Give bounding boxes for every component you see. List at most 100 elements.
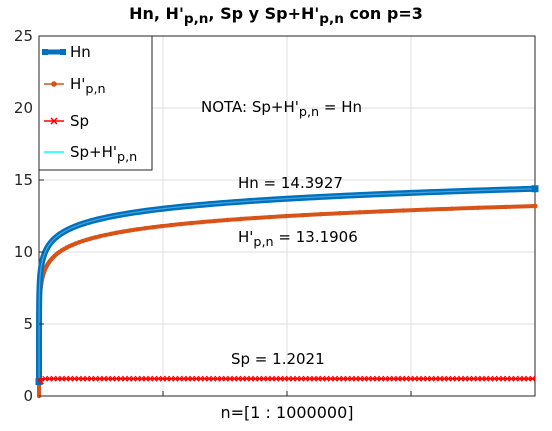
data-point (243, 375, 250, 382)
data-point (227, 375, 233, 382)
data-point (222, 375, 229, 382)
subscript-text: p,n (319, 11, 344, 27)
data-point (483, 375, 490, 382)
data-point (105, 375, 112, 382)
data-point (357, 375, 364, 382)
data-point (180, 375, 187, 382)
data-point (96, 375, 103, 382)
tick-layer: 0 5 10 15 20 25 (14, 27, 412, 405)
data-point (512, 375, 519, 382)
data-point (102, 232, 108, 238)
data-point (424, 375, 431, 382)
text-part: H' (70, 75, 85, 93)
data-point (178, 221, 184, 227)
data-point (302, 375, 309, 382)
data-point (134, 375, 141, 382)
data-point (318, 211, 324, 217)
text-part: Sp = 1.2021 (231, 350, 325, 368)
data-point (298, 375, 305, 382)
data-point (475, 205, 481, 211)
chart-title: Hn, H'p,n, Sp y Sp+H'p,n con p=3 (129, 4, 423, 27)
data-point (256, 375, 263, 382)
data-point (386, 375, 393, 382)
data-point (164, 375, 170, 382)
data-point (42, 375, 49, 382)
text-part: Hn (70, 43, 91, 61)
data-point (390, 375, 397, 382)
data-point (474, 375, 481, 382)
data-point (67, 375, 74, 382)
data-point (214, 375, 221, 382)
data-point (495, 375, 502, 382)
data-point (238, 216, 243, 222)
data-point (445, 375, 452, 382)
data-point (306, 375, 313, 382)
data-point (487, 375, 494, 382)
data-point (357, 210, 363, 215)
data-point (159, 223, 164, 229)
data-point (147, 375, 154, 382)
data-point (189, 220, 194, 226)
data-point (453, 375, 460, 382)
data-point (437, 375, 443, 382)
data-point (84, 237, 89, 243)
data-point (420, 375, 427, 382)
data-point (378, 209, 384, 214)
data-point (315, 375, 322, 382)
data-point (336, 375, 343, 382)
y-tick-label: 15 (14, 171, 33, 189)
data-point (117, 375, 124, 382)
data-point (432, 375, 439, 382)
data-point (470, 375, 477, 382)
data-point (71, 375, 78, 382)
legend-box (38, 35, 153, 171)
data-point (416, 375, 422, 382)
data-point (138, 375, 145, 382)
data-point (172, 375, 179, 382)
data-point (311, 375, 317, 382)
data-point (466, 375, 473, 382)
data-point (142, 226, 147, 231)
data-point (348, 375, 355, 382)
data-point (197, 375, 204, 382)
data-point (143, 375, 149, 382)
text-part: Hn = 14.3927 (238, 174, 343, 192)
annotation-sp: Sp = 1.2021 (231, 350, 325, 368)
data-point (340, 375, 347, 382)
data-point (120, 229, 126, 234)
data-point (382, 375, 389, 382)
data-point (108, 231, 113, 237)
data-point (150, 225, 156, 230)
legend-label: Sp+H'p,n (70, 143, 137, 165)
series-sp (38, 375, 536, 385)
y-tick-label: 25 (14, 27, 33, 45)
data-point (424, 207, 430, 212)
x-axis-label: n=[1 : 1000000] (220, 403, 353, 422)
legend-marker (51, 81, 57, 87)
data-point (327, 375, 334, 382)
data-point (218, 375, 225, 382)
data-point (401, 208, 406, 213)
data-point (88, 236, 93, 241)
data-point (269, 375, 275, 382)
y-tick-label: 10 (14, 243, 33, 261)
data-point (92, 235, 98, 240)
legend-marker (42, 49, 48, 55)
data-point (428, 375, 435, 382)
data-point (168, 375, 175, 382)
text-part: Sp+H' (70, 143, 117, 161)
data-point (127, 228, 132, 233)
data-point (114, 230, 119, 235)
text-part: = Hn (319, 98, 362, 116)
data-point (73, 241, 78, 246)
text-part: = 13.1906 (274, 228, 358, 246)
data-point (46, 375, 53, 382)
data-point (462, 375, 469, 382)
text-part: Hn, H' (129, 4, 184, 23)
legend-entry-hn: Hn (42, 43, 91, 61)
data-point (399, 375, 406, 382)
data-point (411, 375, 418, 382)
data-point (101, 375, 107, 382)
